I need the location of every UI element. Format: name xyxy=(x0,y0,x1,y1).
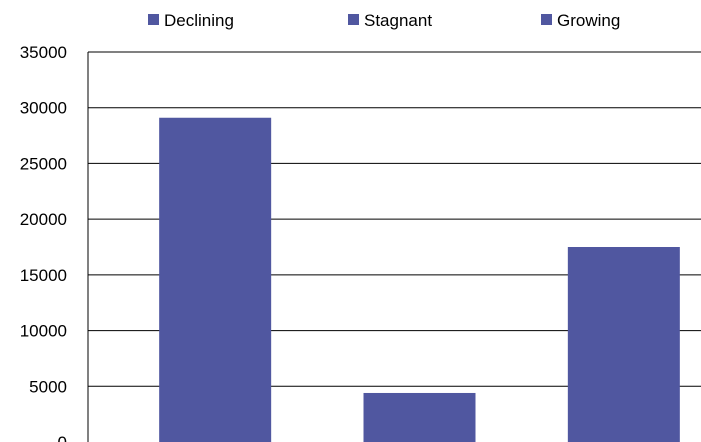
y-tick-label-10000: 10000 xyxy=(20,322,67,341)
legend-item-stagnant: Stagnant xyxy=(348,11,432,30)
legend: Declining Stagnant Growing xyxy=(148,11,620,30)
y-tick-label-15000: 15000 xyxy=(20,266,67,285)
legend-swatch-declining xyxy=(148,14,159,25)
y-tick-label-20000: 20000 xyxy=(20,210,67,229)
y-axis-tick-labels: 0 5000 10000 15000 20000 25000 30000 35000 xyxy=(20,43,67,442)
legend-label-growing: Growing xyxy=(557,11,620,30)
legend-swatch-growing xyxy=(541,14,552,25)
legend-label-declining: Declining xyxy=(164,11,234,30)
y-tick-label-5000: 5000 xyxy=(29,377,67,396)
bar-stagnant xyxy=(363,392,476,442)
legend-item-declining: Declining xyxy=(148,11,234,30)
y-tick-label-35000: 35000 xyxy=(20,43,67,62)
y-tick-label-25000: 25000 xyxy=(20,154,67,173)
y-tick-label-0: 0 xyxy=(58,433,67,442)
bars xyxy=(159,117,680,442)
bar-growing xyxy=(567,247,680,442)
bar-declining xyxy=(159,117,272,442)
y-tick-label-30000: 30000 xyxy=(20,99,67,118)
legend-swatch-stagnant xyxy=(348,14,359,25)
legend-label-stagnant: Stagnant xyxy=(364,11,432,30)
legend-item-growing: Growing xyxy=(541,11,620,30)
